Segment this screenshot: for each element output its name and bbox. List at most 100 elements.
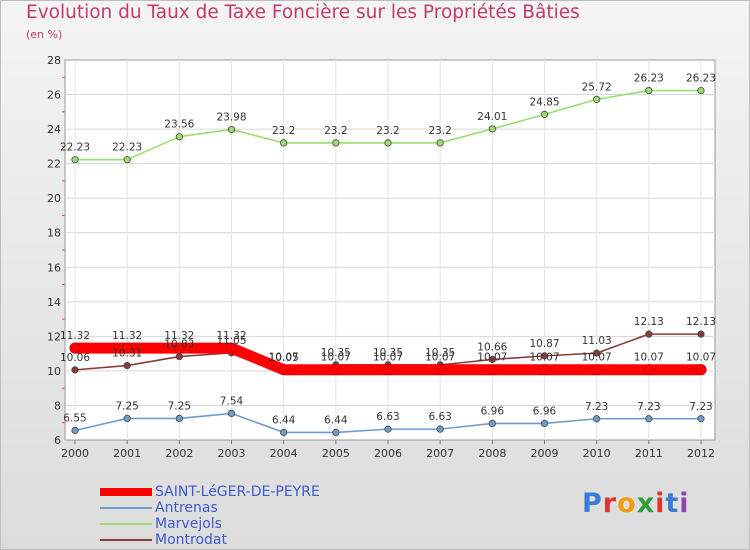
chart-subtitle: (en %): [26, 28, 63, 41]
x-tick-label: 2009: [531, 447, 559, 460]
data-point-montrodat: [697, 330, 705, 338]
data-label-antrenas: 6.63: [376, 411, 399, 423]
y-tick-label: 26: [47, 89, 61, 102]
data-label-saint-l-ger-de-peyre: 11.32: [164, 330, 194, 342]
data-point-saint-l-ger-de-peyre: [69, 342, 81, 354]
x-tick-label: 2010: [583, 447, 611, 460]
data-label-antrenas: 7.23: [689, 401, 712, 413]
legend-swatch: [100, 507, 152, 509]
data-label-marvejols: 23.2: [376, 125, 399, 137]
x-tick-label: 2001: [113, 447, 141, 460]
data-label-montrodat: 11.03: [582, 335, 612, 347]
data-point-saint-l-ger-de-peyre: [643, 364, 655, 376]
data-point-antrenas: [123, 414, 131, 423]
logo-letter: t: [665, 488, 680, 519]
data-point-marvejols: [645, 86, 653, 95]
data-label-montrodat: 10.06: [60, 352, 90, 364]
data-label-montrodat: 12.13: [686, 316, 716, 328]
data-label-saint-l-ger-de-peyre: 10.07: [321, 352, 351, 364]
plot-area: [64, 59, 716, 441]
x-tick-label: 2006: [374, 447, 402, 460]
y-tick-label: 10: [47, 365, 61, 378]
data-point-saint-l-ger-de-peyre: [382, 364, 394, 376]
x-tick-label: 2003: [218, 447, 246, 460]
data-point-antrenas: [645, 415, 653, 423]
data-point-marvejols: [175, 133, 183, 141]
data-label-saint-l-ger-de-peyre: 11.32: [216, 330, 246, 342]
data-label-montrodat: 10.35: [425, 347, 455, 359]
data-point-saint-l-ger-de-peyre: [539, 364, 550, 376]
y-tick-label: 28: [47, 54, 61, 67]
logo-letter: i: [679, 488, 690, 519]
data-label-montrodat: 10.83: [164, 339, 194, 351]
legend-swatch: [100, 488, 152, 496]
data-label-saint-l-ger-de-peyre: 11.32: [112, 330, 142, 342]
y-tick-label: 6: [54, 434, 61, 447]
x-tick-label: 2005: [322, 447, 350, 460]
x-tick-label: 2012: [687, 447, 715, 460]
data-label-marvejols: 26.23: [634, 73, 664, 85]
x-tick-label: 2002: [165, 447, 193, 460]
x-tick-label: 2000: [61, 447, 89, 460]
data-label-saint-l-ger-de-peyre: 10.07: [477, 352, 507, 364]
data-label-montrodat: 10.31: [112, 348, 142, 360]
data-label-marvejols: 23.98: [216, 111, 246, 123]
data-label-antrenas: 6.63: [428, 411, 451, 423]
x-tick-label: 2007: [426, 447, 454, 460]
data-point-marvejols: [436, 139, 444, 147]
x-tick-label: 2011: [635, 447, 663, 460]
data-point-saint-l-ger-de-peyre: [434, 364, 446, 376]
data-label-saint-l-ger-de-peyre: 10.07: [686, 352, 716, 364]
y-tick-label: 12: [47, 330, 61, 343]
logo-letter: o: [617, 488, 637, 519]
data-label-marvejols: 24.85: [529, 96, 559, 108]
data-label-marvejols: 23.2: [272, 125, 295, 137]
data-label-antrenas: 7.54: [220, 395, 244, 407]
data-label-marvejols: 25.72: [582, 81, 612, 93]
data-label-saint-l-ger-de-peyre: 10.07: [269, 352, 299, 364]
data-point-marvejols: [71, 156, 79, 164]
legend-label: Marvejols: [155, 516, 222, 532]
data-label-marvejols: 26.23: [686, 73, 716, 85]
data-label-montrodat: 10.87: [529, 338, 559, 350]
data-point-montrodat: [71, 366, 79, 374]
data-point-antrenas: [280, 428, 288, 436]
chart-title: Evolution du Taux de Taxe Foncière sur l…: [26, 2, 580, 23]
data-label-marvejols: 22.23: [60, 142, 90, 154]
legend-swatch: [100, 539, 152, 541]
data-label-antrenas: 7.23: [637, 401, 660, 413]
data-point-marvejols: [227, 125, 236, 134]
data-point-montrodat: [488, 355, 496, 364]
data-point-saint-l-ger-de-peyre: [330, 364, 342, 376]
data-point-montrodat: [123, 361, 131, 370]
x-tick-label: 2004: [270, 447, 298, 460]
data-point-montrodat: [593, 349, 601, 357]
y-tick-label: 24: [47, 123, 61, 136]
data-point-marvejols: [540, 110, 549, 119]
logo-letter: P: [582, 488, 603, 519]
data-point-marvejols: [280, 139, 288, 147]
data-label-montrodat: 10.66: [477, 342, 507, 354]
data-point-marvejols: [697, 86, 705, 95]
x-tick-label: 2008: [478, 447, 506, 460]
data-point-antrenas: [593, 415, 601, 423]
data-label-antrenas: 6.44: [324, 414, 348, 426]
data-label-marvejols: 23.2: [428, 125, 451, 137]
data-point-antrenas: [488, 419, 496, 428]
data-point-marvejols: [384, 139, 392, 147]
data-point-marvejols: [332, 139, 340, 147]
data-point-marvejols: [488, 125, 496, 133]
legend-swatch: [100, 523, 152, 525]
data-label-marvejols: 23.2: [324, 125, 347, 137]
y-tick-label: 16: [47, 261, 61, 274]
data-point-antrenas: [175, 414, 183, 423]
data-label-marvejols: 22.23: [112, 142, 142, 154]
data-point-saint-l-ger-de-peyre: [278, 364, 290, 376]
logo-letter: r: [602, 488, 618, 519]
y-tick-label: 14: [47, 296, 61, 309]
data-point-antrenas: [436, 425, 444, 433]
logo-letter: x: [636, 488, 656, 519]
data-label-montrodat: 10.05: [269, 352, 299, 364]
data-point-saint-l-ger-de-peyre: [226, 342, 237, 354]
data-point-saint-l-ger-de-peyre: [121, 342, 133, 354]
